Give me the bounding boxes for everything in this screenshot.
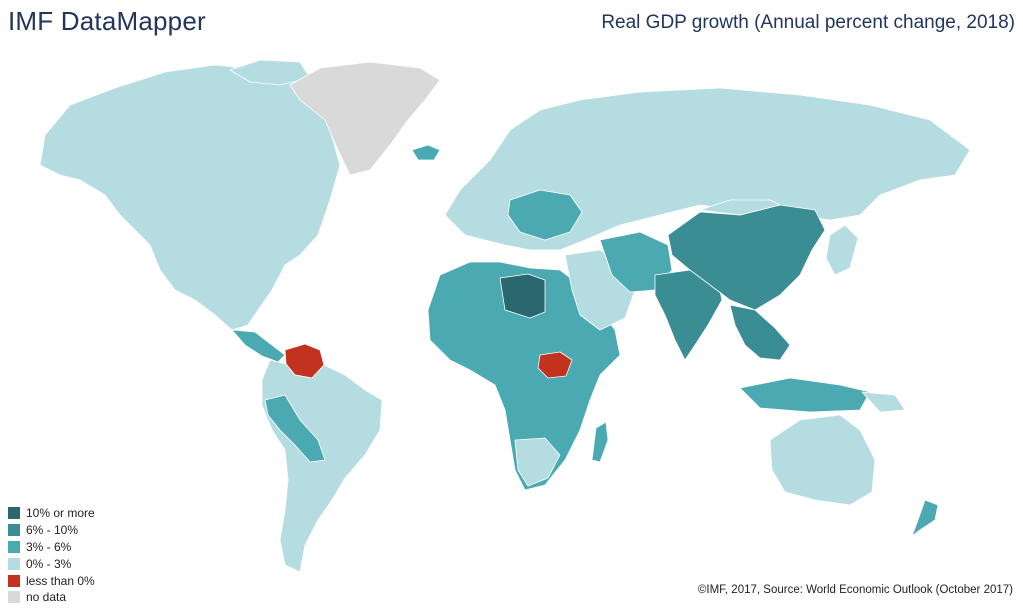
legend-item: 3% - 6% bbox=[8, 539, 95, 556]
source-credit: ©IMF, 2017, Source: World Economic Outlo… bbox=[697, 584, 1013, 596]
greenland-region[interactable] bbox=[289, 61, 441, 176]
legend-swatch bbox=[8, 557, 20, 570]
legend-label: 10% or more bbox=[26, 506, 95, 521]
brand-title: IMF DataMapper bbox=[8, 6, 206, 36]
png-region[interactable] bbox=[861, 391, 906, 413]
legend: 10% or more 6% - 10% 3% - 6% 0% - 3% les… bbox=[8, 505, 95, 606]
legend-item: 6% - 10% bbox=[8, 522, 95, 539]
peru-bolivia-region[interactable] bbox=[264, 394, 326, 463]
libya-region[interactable] bbox=[499, 273, 546, 319]
korea-japan-region[interactable] bbox=[825, 224, 859, 276]
legend-item: no data bbox=[8, 589, 95, 606]
legend-item: 10% or more bbox=[8, 505, 95, 522]
legend-item: less than 0% bbox=[8, 572, 95, 589]
mongolia-region[interactable] bbox=[699, 199, 781, 216]
iceland-region[interactable] bbox=[411, 144, 441, 161]
legend-swatch bbox=[8, 574, 20, 587]
north-america-region[interactable] bbox=[39, 64, 341, 331]
legend-swatch bbox=[8, 507, 20, 520]
indonesia-region[interactable] bbox=[739, 377, 871, 413]
map-title: Real GDP growth (Annual percent change, … bbox=[601, 12, 1015, 33]
legend-label: 3% - 6% bbox=[26, 539, 72, 554]
legend-swatch bbox=[8, 591, 20, 604]
south-sudan-region[interactable] bbox=[537, 351, 573, 379]
eastern-europe-region[interactable] bbox=[507, 189, 583, 241]
southern-africa-region[interactable] bbox=[514, 437, 561, 487]
legend-label: no data bbox=[26, 590, 67, 605]
southeast-asia-region[interactable] bbox=[729, 304, 791, 361]
legend-label: 6% - 10% bbox=[26, 523, 79, 538]
madagascar-region[interactable] bbox=[591, 421, 609, 463]
africa-region[interactable] bbox=[427, 261, 621, 491]
legend-label: 0% - 3% bbox=[26, 556, 72, 571]
south-america-region[interactable] bbox=[261, 359, 383, 573]
legend-item: 0% - 3% bbox=[8, 555, 95, 572]
legend-swatch bbox=[8, 540, 20, 553]
central-america-region[interactable] bbox=[231, 329, 286, 363]
australia-region[interactable] bbox=[769, 414, 876, 506]
legend-label: less than 0% bbox=[26, 573, 95, 588]
legend-swatch bbox=[8, 524, 20, 537]
new-zealand-region[interactable] bbox=[911, 499, 939, 537]
